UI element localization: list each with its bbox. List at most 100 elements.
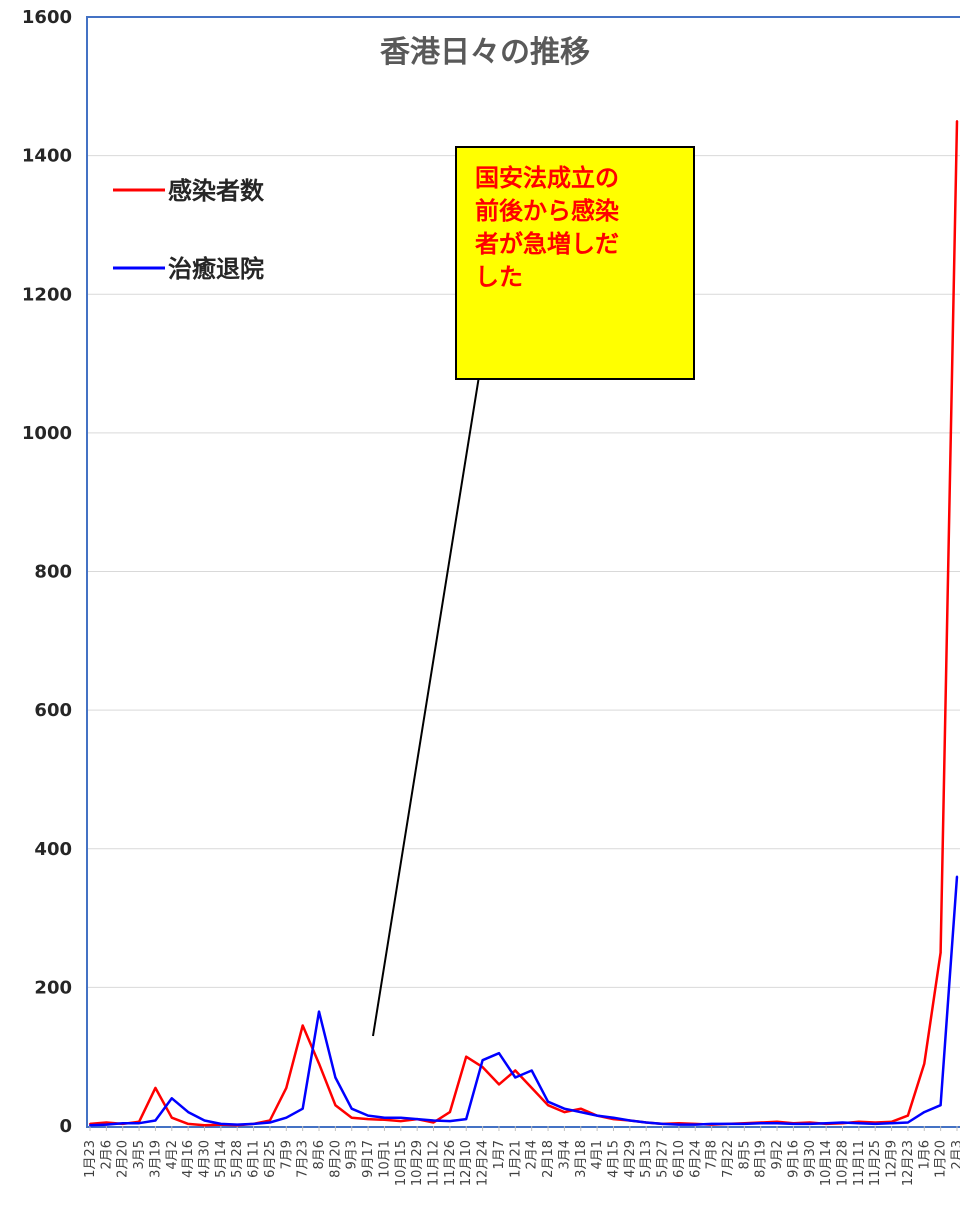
data-point (121, 1122, 124, 1125)
x-tick-label: 6月24 (688, 1140, 703, 1178)
data-point (203, 1119, 206, 1122)
legend-label-recovered: 治癒退院 (168, 255, 264, 283)
data-point (448, 1120, 451, 1123)
data-point (596, 1114, 599, 1117)
data-point (923, 1111, 926, 1114)
data-point (514, 1076, 517, 1079)
data-point (726, 1122, 729, 1125)
data-point (857, 1122, 860, 1125)
x-tick-label: 9月3 (345, 1140, 360, 1170)
x-tick-label: 3月5 (132, 1140, 147, 1170)
data-point (334, 1104, 337, 1107)
x-tick-label: 11月11 (852, 1140, 867, 1186)
data-point (579, 1111, 582, 1114)
x-tick-label: 5月28 (230, 1140, 245, 1178)
x-tick-label: 2月18 (541, 1140, 556, 1178)
x-tick-label: 9月17 (361, 1140, 376, 1178)
y-tick-label: 400 (34, 839, 72, 860)
data-point (481, 1059, 484, 1062)
data-point (497, 1083, 500, 1086)
data-point (645, 1121, 648, 1124)
chart-title: 香港日々の推移 (380, 35, 590, 70)
x-tick-label: 11月25 (868, 1140, 883, 1186)
x-tick-label: 10月15 (394, 1140, 409, 1186)
x-tick-label: 1月20 (934, 1140, 949, 1178)
x-tick-label: 3月19 (148, 1140, 163, 1178)
x-tick-label: 5月13 (639, 1140, 654, 1178)
x-tick-label: 7月9 (279, 1140, 294, 1170)
x-tick-label: 8月6 (312, 1140, 327, 1170)
x-tick-label: 1月6 (917, 1140, 932, 1170)
y-tick-label: 1400 (22, 146, 72, 167)
x-tick-label: 7月8 (705, 1140, 720, 1170)
y-tick-label: 1200 (22, 284, 72, 305)
x-tick-label: 2月20 (116, 1140, 131, 1178)
annotation-pointer-line (372, 369, 481, 1037)
data-point (383, 1116, 386, 1119)
data-point (432, 1121, 435, 1124)
data-point (252, 1122, 255, 1125)
x-tick-label: 6月10 (672, 1140, 687, 1178)
x-tick-label: 8月20 (328, 1140, 343, 1178)
data-point (301, 1024, 304, 1027)
x-tick-label: 6月11 (247, 1140, 262, 1178)
data-point (285, 1086, 288, 1089)
x-tick-label: 4月1 (590, 1140, 605, 1170)
data-point (268, 1121, 271, 1124)
x-tick-label: 10月28 (835, 1140, 850, 1186)
x-tick-label: 11月26 (443, 1140, 458, 1186)
annotation-line-2: 前後から感染 (475, 197, 619, 225)
data-point (530, 1069, 533, 1072)
data-point (776, 1122, 779, 1125)
data-point (497, 1052, 500, 1055)
data-point (743, 1122, 746, 1125)
x-tick-label: 10月29 (410, 1140, 425, 1186)
data-point (236, 1123, 239, 1126)
x-tick-label: 9月30 (803, 1140, 818, 1178)
y-tick-label: 800 (34, 562, 72, 583)
data-point (514, 1069, 517, 1072)
data-point (465, 1118, 468, 1121)
data-point (318, 1062, 321, 1065)
legend: 感染者数 治癒退院 (113, 177, 265, 283)
data-point (89, 1124, 91, 1127)
x-tick-label: 5月27 (656, 1140, 671, 1178)
data-point (956, 875, 958, 878)
series-line-recovered (89, 876, 959, 1127)
data-point (547, 1104, 550, 1107)
legend-label-cases: 感染者数 (168, 177, 265, 205)
data-point (874, 1122, 877, 1125)
data-point (890, 1122, 893, 1125)
y-axis-ticks: 0 200 400 600 800 1000 1200 1400 1600 (22, 7, 72, 1137)
data-point (219, 1122, 222, 1125)
annotation-line-3: 者が急増しだ (475, 230, 619, 258)
data-point (808, 1122, 811, 1125)
y-tick-label: 0 (59, 1116, 72, 1137)
data-point (367, 1118, 370, 1121)
x-tick-label: 1月21 (508, 1140, 523, 1178)
x-tick-label: 1月7 (492, 1140, 507, 1170)
data-point (187, 1122, 190, 1125)
annotation-callout: 国安法成立の 前後から感染 者が急増しだ した (455, 146, 695, 380)
data-point (906, 1114, 909, 1117)
x-tick-label: 12月23 (901, 1140, 916, 1186)
data-point (956, 119, 958, 122)
data-point (105, 1123, 108, 1126)
data-point (170, 1097, 173, 1100)
data-point (906, 1121, 909, 1124)
data-point (170, 1116, 173, 1119)
data-point (841, 1121, 844, 1124)
plot-area-border (86, 16, 960, 1128)
x-tick-label: 10月1 (377, 1140, 392, 1178)
data-point (579, 1107, 582, 1110)
x-tick-label: 12月10 (459, 1140, 474, 1186)
x-tick-label: 4月30 (198, 1140, 213, 1178)
x-tick-label: 5月14 (214, 1140, 229, 1178)
x-tick-label: 7月23 (296, 1140, 311, 1178)
x-tick-label: 6月25 (263, 1140, 278, 1178)
x-tick-label: 4月15 (606, 1140, 621, 1178)
data-point (661, 1122, 664, 1125)
x-tick-label: 8月5 (737, 1140, 752, 1170)
annotation-line-4: した (475, 263, 523, 291)
data-point (939, 1104, 942, 1107)
